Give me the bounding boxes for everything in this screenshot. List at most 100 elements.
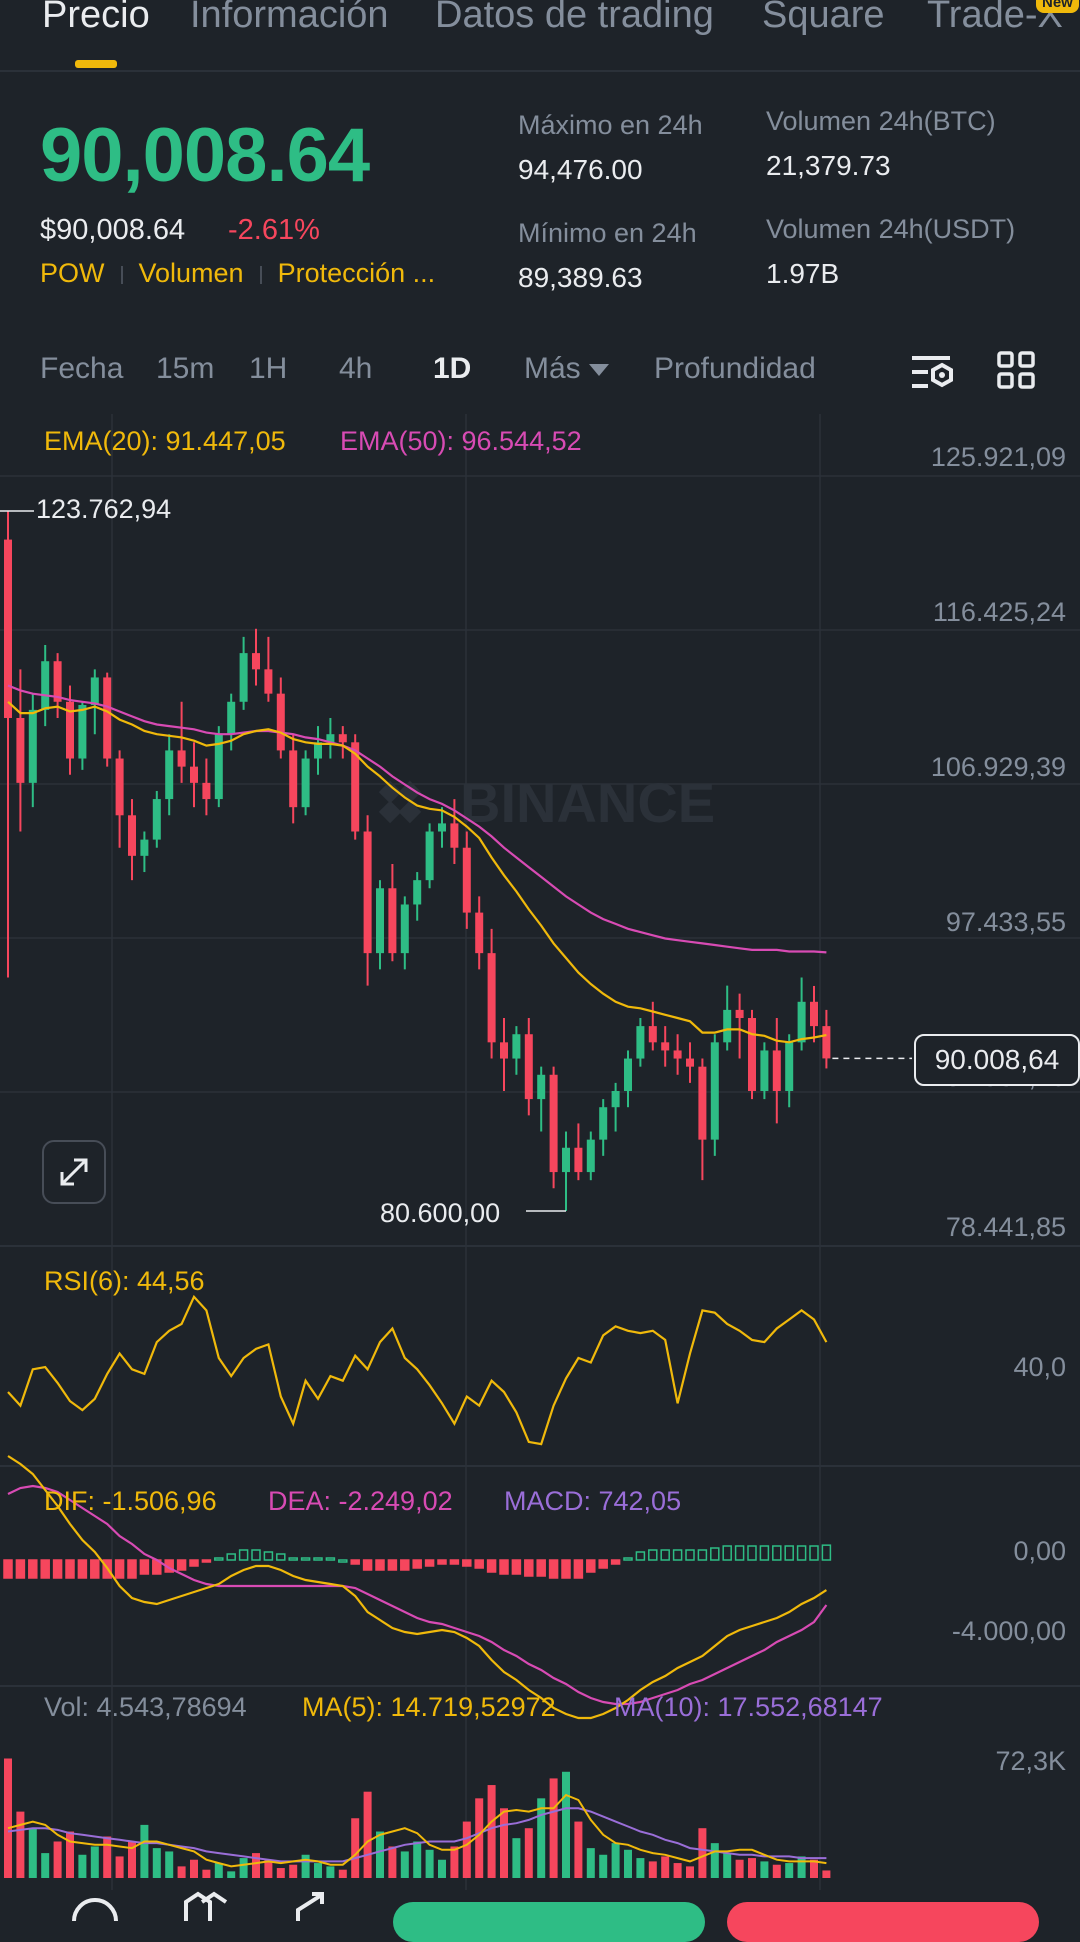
- volume-bar: [723, 1853, 732, 1878]
- candle-body: [586, 1139, 595, 1173]
- interval-1d[interactable]: 1D: [433, 352, 472, 385]
- macd-histogram-bar: [784, 1545, 794, 1561]
- volume-bar: [797, 1856, 806, 1878]
- macd-histogram-bar: [288, 1557, 298, 1561]
- tag-pow[interactable]: POW: [40, 258, 105, 288]
- alert-icon[interactable]: [180, 1890, 230, 1921]
- volume-bar: [351, 1818, 360, 1878]
- candle-body: [636, 1026, 645, 1059]
- tag-separator: [259, 265, 262, 284]
- candle-body: [413, 880, 422, 905]
- volume-bar: [524, 1828, 533, 1878]
- volume-bar: [4, 1758, 12, 1878]
- macd-histogram-bar: [300, 1557, 311, 1561]
- fiat-price: $90,008.64: [40, 214, 186, 246]
- share-icon[interactable]: [290, 1890, 340, 1921]
- macd-dif-label: DIF: -1.506,96: [44, 1486, 217, 1516]
- macd-histogram-bar: [635, 1551, 646, 1561]
- macd-histogram-bar: [809, 1545, 819, 1561]
- macd-histogram-bar: [400, 1559, 410, 1571]
- interval-mas[interactable]: Más: [524, 352, 609, 386]
- macd-histogram-bar: [387, 1559, 398, 1571]
- volume-bar: [314, 1863, 322, 1878]
- volume-bar: [289, 1864, 298, 1878]
- macd-histogram-bar: [28, 1559, 38, 1579]
- macd-histogram-bar: [573, 1559, 584, 1579]
- y-tick-1: 116.425,24: [932, 597, 1066, 627]
- volume-bar: [599, 1854, 608, 1878]
- interval-4h[interactable]: 4h: [339, 352, 373, 385]
- candle-body: [475, 912, 484, 954]
- tag-volumen[interactable]: Volumen: [138, 258, 244, 288]
- macd-histogram-bar: [3, 1559, 13, 1579]
- macd-histogram-bar: [747, 1545, 757, 1561]
- macd-dea-label: DEA: -2.249,02: [268, 1486, 453, 1516]
- top-tabs: Precio Información Datos de trading Squa…: [0, 0, 1080, 72]
- last-price: 90,008.64: [40, 113, 370, 198]
- ema-lines: [7, 684, 827, 1044]
- rsi-label: RSI(6): 44,56: [44, 1266, 205, 1296]
- layout-grid-icon[interactable]: [996, 350, 1036, 390]
- candle-body: [599, 1107, 608, 1140]
- candle-body: [41, 661, 50, 710]
- indicator-settings-icon[interactable]: [910, 352, 956, 392]
- volume-bar: [177, 1866, 186, 1878]
- macd-histogram-bar: [362, 1559, 373, 1571]
- candle-body: [4, 539, 12, 718]
- volume-bar: [227, 1871, 236, 1878]
- macd-histogram-bar: [648, 1549, 658, 1561]
- macd-tick-0: 0,00: [1013, 1536, 1066, 1566]
- kline-chart[interactable]: BINANCE: [0, 414, 1080, 1890]
- candle-body: [252, 653, 260, 670]
- macd-histogram-bar: [796, 1545, 807, 1561]
- volume-bar: [549, 1778, 558, 1878]
- fullscreen-button[interactable]: [42, 1140, 106, 1204]
- ema50-label: EMA(50): 96.544,52: [340, 426, 582, 456]
- interval-profundidad[interactable]: Profundidad: [654, 352, 816, 385]
- more-icon[interactable]: [70, 1890, 120, 1921]
- sell-button[interactable]: [727, 1902, 1039, 1942]
- volume-bar: [41, 1853, 50, 1878]
- low-marker-label: 80.600,00: [380, 1198, 501, 1228]
- candle-body: [165, 750, 174, 800]
- candle-body: [239, 653, 248, 702]
- price-markers: [0, 510, 912, 1212]
- tag-list: POW Volumen Protección ...: [40, 258, 435, 289]
- candle-body: [152, 799, 161, 840]
- candle-body: [326, 734, 335, 743]
- y-tick-3: 97.433,55: [945, 907, 1066, 937]
- tab-datos-de-trading[interactable]: Datos de trading: [435, 0, 714, 36]
- candle-body: [574, 1147, 583, 1173]
- volume-bar: [462, 1821, 471, 1878]
- interval-15m[interactable]: 15m: [156, 352, 215, 385]
- volume-bar: [425, 1849, 434, 1878]
- tab-informacion[interactable]: Información: [190, 0, 389, 36]
- volume-bar: [698, 1828, 707, 1878]
- volume-bar: [537, 1798, 546, 1878]
- candle-body: [710, 1042, 719, 1140]
- volume-bar: [735, 1859, 744, 1878]
- candle-body: [661, 1042, 670, 1051]
- current-price-tag[interactable]: 90.008,64: [914, 1034, 1080, 1086]
- interval-1h[interactable]: 1H: [249, 352, 288, 385]
- volume-bar: [487, 1785, 496, 1878]
- macd-histogram-bar: [40, 1559, 50, 1579]
- macd-histogram-bar: [226, 1553, 236, 1561]
- interval-mas-label: Más: [524, 352, 581, 385]
- tab-precio[interactable]: Precio: [42, 0, 150, 36]
- candle-body: [227, 701, 236, 735]
- volume-bar: [586, 1848, 595, 1878]
- expand-icon: [60, 1158, 88, 1186]
- volume-panel: [4, 1758, 831, 1878]
- tag-proteccion[interactable]: Protección ...: [277, 258, 436, 288]
- macd-histogram-bar: [52, 1559, 63, 1579]
- tab-square[interactable]: Square: [762, 0, 885, 36]
- candle-body: [16, 717, 25, 783]
- volume-bar: [673, 1863, 682, 1878]
- y-tick-2: 106.929,39: [930, 752, 1066, 782]
- volume-bar: [388, 1846, 397, 1878]
- watermark-text: BINANCE: [460, 771, 715, 834]
- buy-button[interactable]: [393, 1902, 705, 1942]
- interval-fecha[interactable]: Fecha: [40, 352, 124, 385]
- new-badge: New: [1036, 0, 1079, 13]
